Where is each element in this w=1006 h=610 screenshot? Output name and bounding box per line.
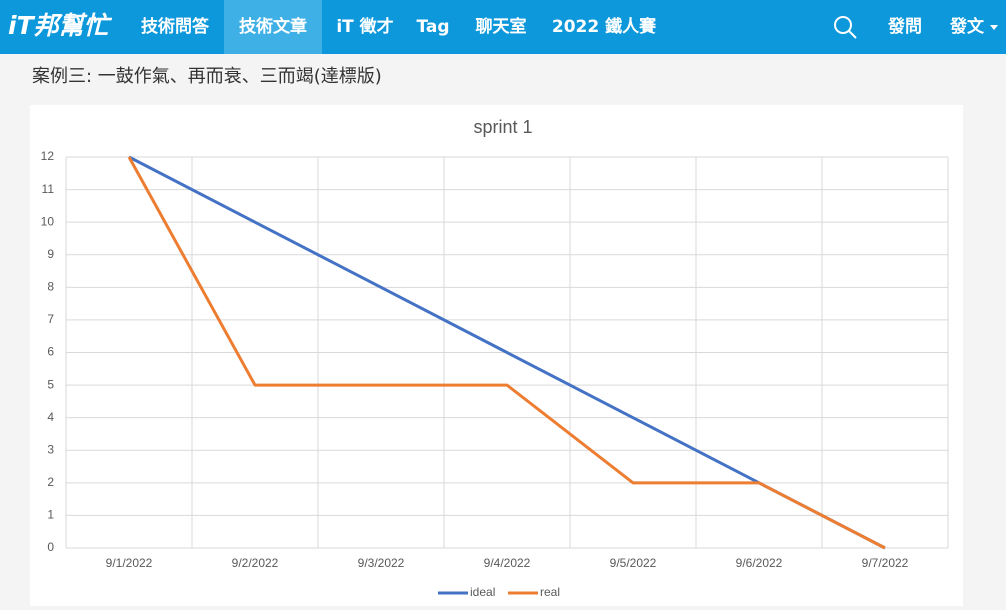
chart-title: sprint 1 [473, 117, 532, 137]
y-tick-label: 2 [47, 475, 54, 489]
y-tick-label: 3 [47, 442, 54, 456]
nav-item[interactable]: 2022 鐵人賽 [551, 17, 657, 37]
y-tick-label: 1 [47, 508, 54, 522]
y-tick-label: 9 [47, 247, 54, 261]
y-tick-label: 11 [42, 182, 55, 196]
nav-item[interactable]: iT 徵才 [336, 17, 394, 37]
x-tick-label: 9/1/2022 [106, 556, 153, 570]
post-button[interactable]: 發文 [950, 17, 984, 37]
nav-item[interactable]: 技術文章 [224, 0, 322, 54]
y-tick-label: 8 [47, 280, 54, 294]
nav-item[interactable]: 聊天室 [475, 17, 527, 37]
y-tick-label: 10 [41, 214, 55, 228]
series-line [127, 156, 886, 550]
y-tick-label: 5 [47, 377, 54, 391]
nav-item[interactable]: 技術問答 [141, 17, 209, 37]
legend-label: real [540, 585, 560, 599]
y-tick-label: 0 [47, 540, 54, 554]
y-tick-label: 4 [47, 410, 54, 424]
logo[interactable]: iT邦幫忙 [8, 11, 109, 40]
y-tick-label: 6 [47, 345, 54, 359]
x-tick-label: 9/7/2022 [862, 556, 909, 570]
caret [990, 25, 998, 30]
x-tick-label: 9/5/2022 [610, 556, 657, 570]
navbar: iT邦幫忙 技術問答 技術文章 iT 徵才 Tag 聊天室 2022 鐵人賽 發… [0, 0, 1006, 54]
article-heading: 案例三: 一鼓作氣、再而衰、三而竭(達標版) [32, 66, 382, 87]
search-icon[interactable] [832, 14, 858, 40]
nav-item[interactable]: Tag [416, 17, 450, 37]
legend-label: ideal [470, 585, 495, 599]
y-tick-label: 12 [41, 149, 55, 163]
x-tick-label: 9/2/2022 [232, 556, 279, 570]
x-tick-label: 9/3/2022 [358, 556, 405, 570]
ask-button[interactable]: 發問 [888, 17, 922, 37]
x-tick-label: 9/4/2022 [484, 556, 531, 570]
x-tick-label: 9/6/2022 [736, 556, 783, 570]
y-tick-label: 7 [47, 312, 54, 326]
chart-card: sprint 1 0 1 2 3 4 5 6 7 8 9 10 11 12 9/1/2022 9/2/202… [30, 105, 963, 606]
